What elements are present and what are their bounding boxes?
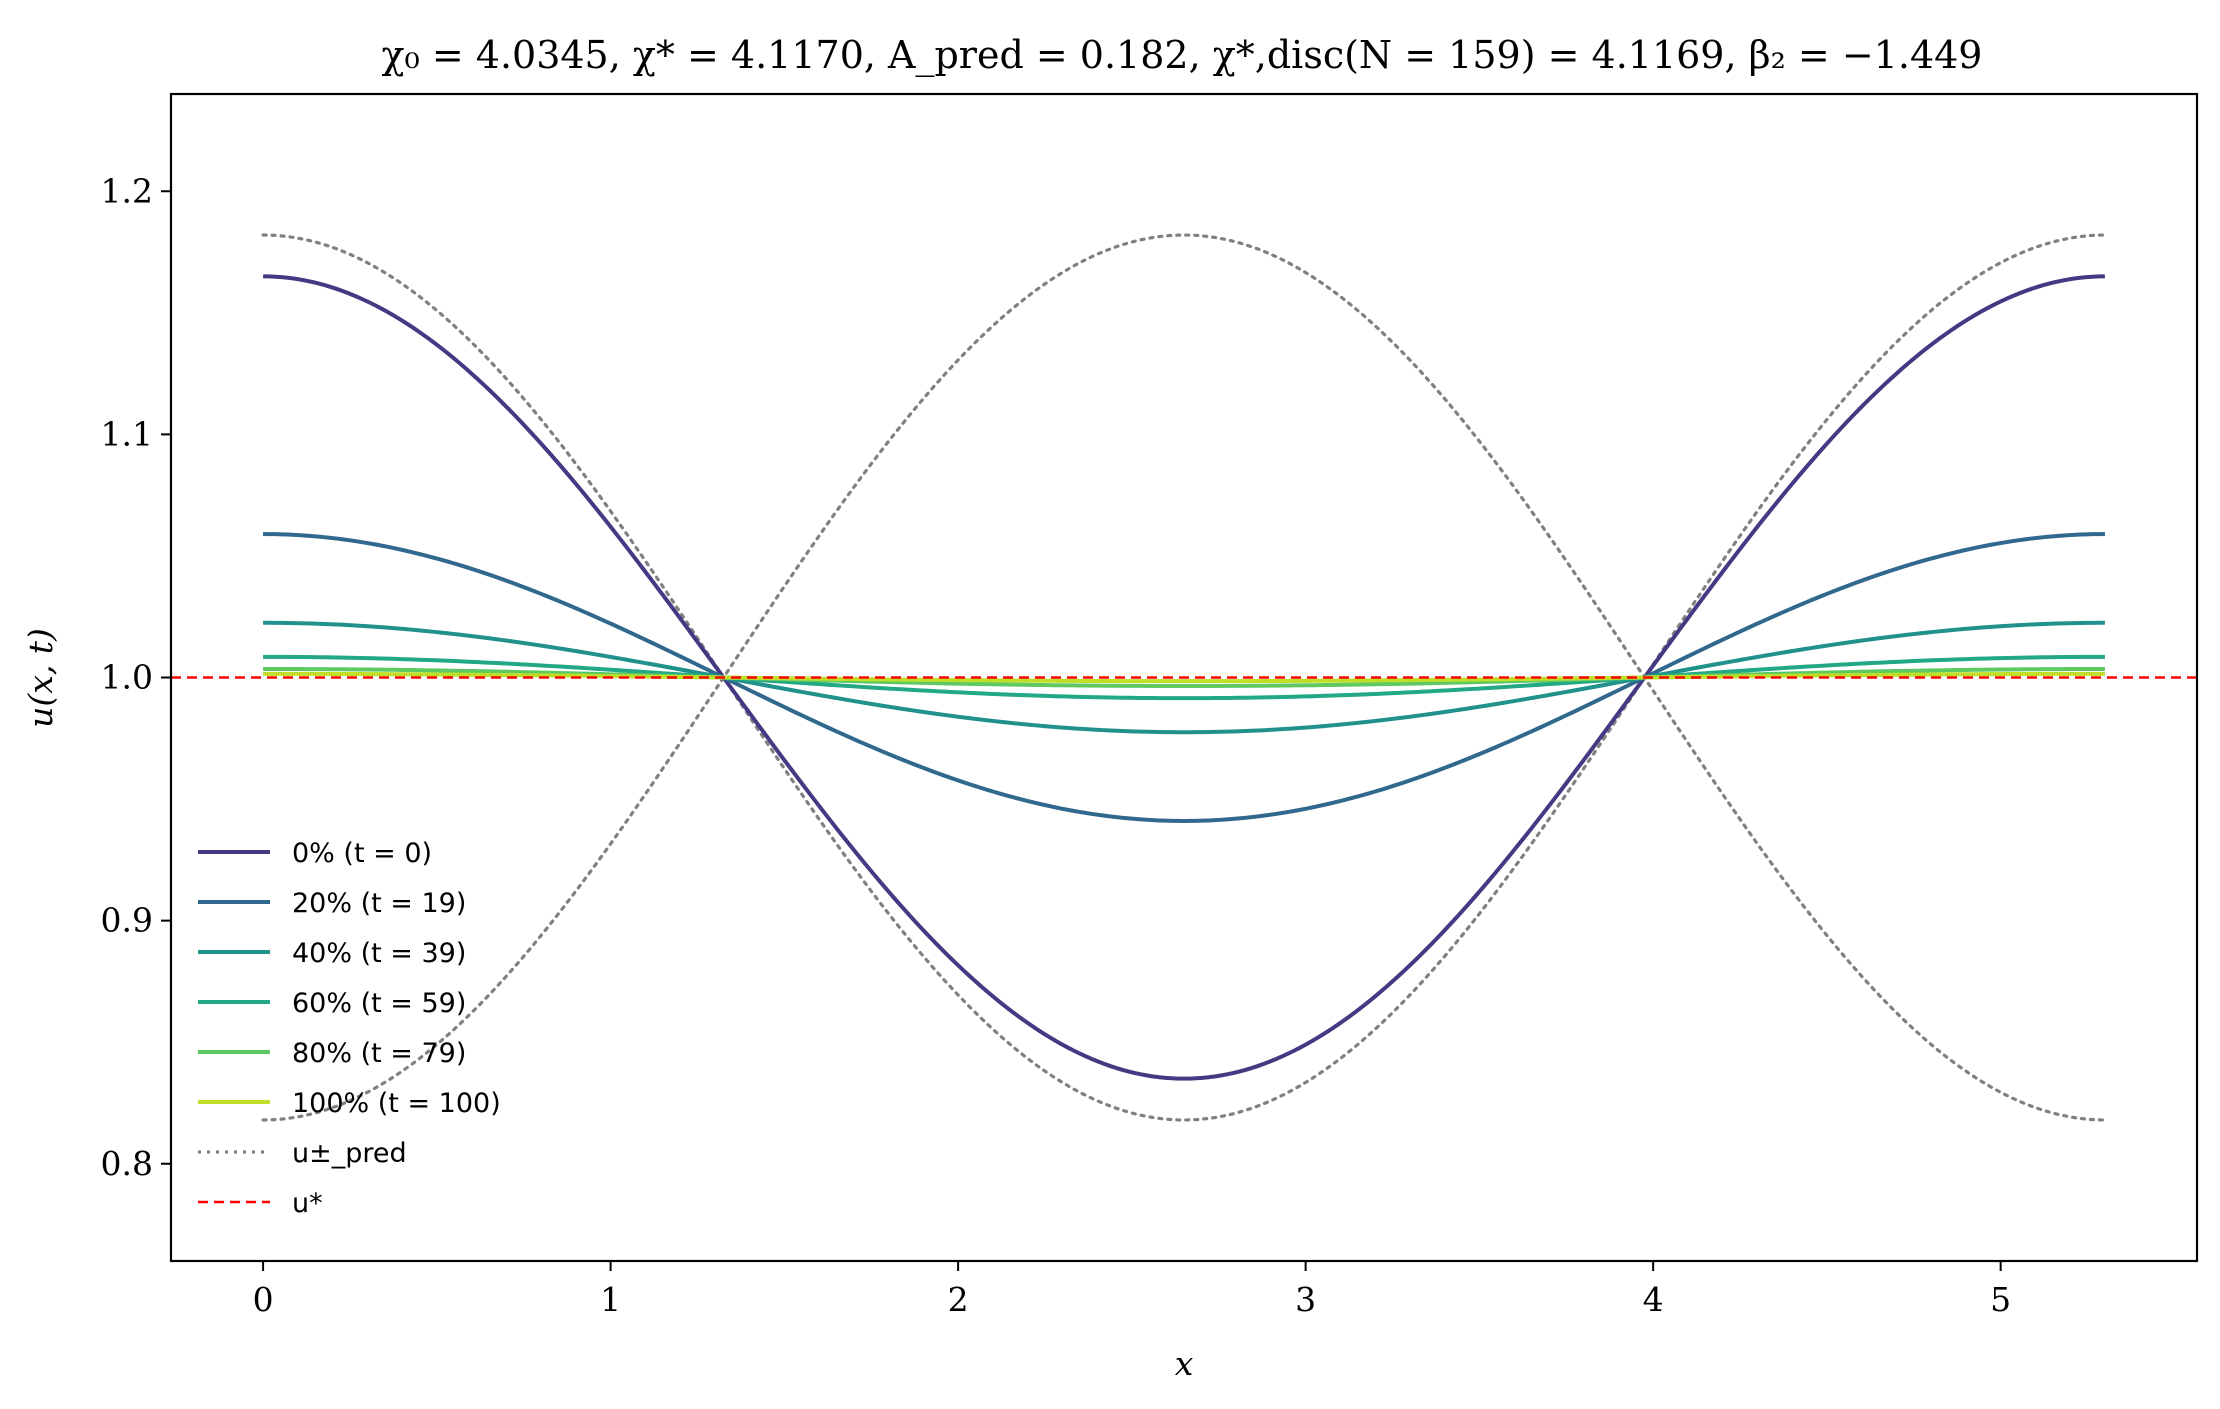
y-tick-label: 1.0 — [101, 658, 153, 697]
chart-title: χ₀ = 4.0345, χ* = 4.1170, A_pred = 0.182… — [382, 33, 1983, 78]
x-tick-label: 5 — [1990, 1280, 2011, 1319]
x-axis-title: x — [1175, 1344, 1194, 1383]
legend-label: 60% (t = 59) — [292, 988, 466, 1019]
series-line-4 — [263, 666, 2105, 689]
y-tick-label: 0.9 — [101, 901, 153, 940]
y-axis-title: u(x, t) — [21, 628, 60, 728]
y-tick-label: 1.2 — [101, 171, 153, 210]
legend-label: 20% (t = 19) — [292, 888, 466, 919]
series-line-1 — [263, 532, 2105, 823]
y-tick-label: 0.8 — [101, 1144, 153, 1183]
envelope-upper-line — [261, 233, 2107, 1122]
x-tick-label: 3 — [1295, 1280, 1316, 1319]
legend-label: u±_pred — [292, 1138, 407, 1169]
envelope-lower-line — [261, 233, 2107, 1122]
x-axis-ticks: 0 1 2 3 4 5 — [253, 1261, 2011, 1319]
x-tick-label: 2 — [948, 1280, 969, 1319]
legend-label: 40% (t = 39) — [292, 938, 466, 969]
y-tick-label: 1.1 — [101, 414, 153, 453]
legend-label: u* — [292, 1188, 323, 1219]
legend: 0% (t = 0) 20% (t = 19) 40% (t = 39) 60% (t… — [198, 838, 501, 1219]
legend-label: 100% (t = 100) — [292, 1088, 501, 1119]
series-line-2 — [263, 620, 2105, 735]
x-tick-label: 4 — [1643, 1280, 1664, 1319]
x-tick-label: 1 — [600, 1280, 621, 1319]
series-line-5 — [263, 671, 2105, 684]
series-line-0 — [263, 274, 2105, 1081]
series-layer — [171, 233, 2197, 1122]
series-line-3 — [263, 654, 2105, 701]
y-axis-ticks: 0.8 0.9 1.0 1.1 1.2 — [101, 171, 171, 1183]
legend-label: 80% (t = 79) — [292, 1038, 466, 1069]
legend-label: 0% (t = 0) — [292, 838, 432, 869]
x-tick-label: 0 — [253, 1280, 274, 1319]
